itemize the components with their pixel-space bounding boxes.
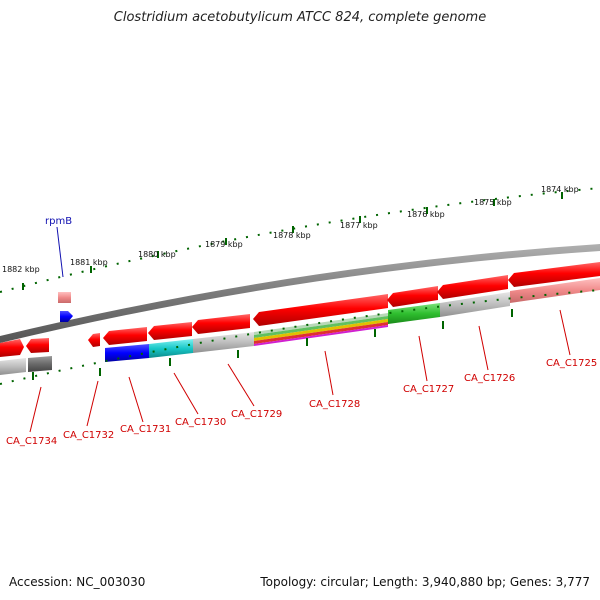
gene-arrow[interactable] (437, 275, 508, 299)
scale-label: 1878 kbp (273, 231, 311, 240)
gene-label: CA_C1726 (464, 373, 515, 384)
forward-genes[interactable] (0, 262, 600, 357)
scale-label: 1876 kbp (407, 210, 445, 219)
gene-arrow[interactable] (387, 286, 438, 307)
gene-label: CA_C1729 (231, 409, 282, 420)
gene-arrow[interactable] (103, 327, 147, 345)
rna-label: rpmB (45, 216, 72, 227)
inner-major-ticks (32, 309, 513, 380)
map-title: Clostridium acetobutylicum ATCC 824, com… (113, 10, 487, 25)
gene-arrow[interactable] (88, 333, 100, 347)
gene-label: CA_C1731 (120, 424, 171, 435)
feature-bands (0, 278, 600, 375)
gene-arrow[interactable] (148, 322, 192, 340)
scale-label: 1874 kbp (541, 185, 579, 194)
genome-summary: Topology: circular; Length: 3,940,880 bp… (260, 575, 590, 589)
scale-label: 1877 kbp (340, 221, 378, 230)
gene-label: CA_C1734 (6, 436, 57, 447)
scale-label: 1879 kbp (205, 240, 243, 249)
gene-label: CA_C1725 (546, 358, 597, 369)
gene-arrow[interactable] (0, 339, 24, 357)
inner-tick-row (0, 289, 600, 385)
gene-label: CA_C1728 (309, 399, 360, 410)
scale-label: 1882 kbp (2, 265, 40, 274)
label-leaders (29, 309, 571, 433)
gene-arrow[interactable] (192, 314, 250, 334)
scale-label: 1875 kbp (474, 198, 512, 207)
gene-arrow[interactable] (508, 262, 600, 287)
scale-label: 1881 kbp (70, 258, 108, 267)
gene-label: CA_C1730 (175, 417, 226, 428)
accession-text: Accession: NC_003030 (9, 575, 146, 589)
gene-arrow[interactable] (26, 338, 49, 353)
major-ticks (22, 192, 563, 290)
scale-label: 1880 kbp (138, 250, 176, 259)
scale-labels: 1882 kbp 1881 kbp 1880 kbp 1879 kbp 1878… (2, 185, 579, 274)
rpmB-rna-gene[interactable] (58, 292, 73, 322)
rpmB-leader (56, 226, 64, 278)
genome-backbone (0, 244, 600, 343)
gene-label: CA_C1727 (403, 384, 454, 395)
gene-labels: CA_C1734 CA_C1732 CA_C1731 CA_C1730 CA_C… (6, 358, 597, 447)
gene-label: CA_C1732 (63, 430, 114, 441)
gene-arrow[interactable] (253, 294, 388, 326)
